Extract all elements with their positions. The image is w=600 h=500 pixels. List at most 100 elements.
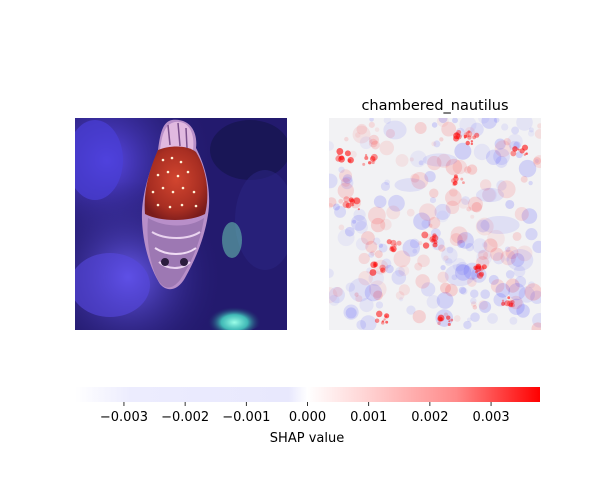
shap-pixel-cluster — [470, 289, 479, 298]
shap-pixel-cluster — [339, 169, 353, 183]
shap-pixel-cluster — [344, 136, 349, 142]
shap-pixel-cluster — [525, 228, 538, 241]
shap-pixel-cluster — [380, 181, 391, 191]
shap-heatmap — [329, 118, 541, 330]
shap-pixel-cluster — [384, 179, 390, 186]
shap-pixel-cluster — [379, 140, 395, 156]
shap-positive-pixel — [375, 310, 383, 318]
shap-positive-pixel — [465, 130, 473, 138]
shap-pixel-cluster — [345, 282, 356, 292]
shap-pixel-cluster — [438, 244, 446, 252]
shap-pixel-cluster — [467, 277, 477, 287]
shap-pixel-cluster — [421, 219, 431, 229]
shap-pixel-cluster — [457, 239, 466, 249]
shap-pixel-cluster — [356, 319, 367, 330]
shap-pixel-cluster — [329, 197, 337, 208]
shap-positive-pixel — [432, 233, 437, 238]
shap-pixel-cluster — [441, 121, 457, 137]
shap-pixel-cluster — [508, 283, 526, 301]
shap-pixel-cluster — [471, 202, 482, 213]
shap-pixel-cluster — [482, 187, 497, 203]
shap-pixel-cluster — [511, 126, 520, 135]
shap-pixel-cluster — [427, 155, 442, 171]
shap-pixel-cluster — [436, 118, 449, 127]
shap-positive-pixel — [512, 146, 518, 152]
shap-pixel-cluster — [470, 301, 477, 307]
shap-pixel-cluster — [464, 126, 476, 138]
shap-positive-pixel — [357, 208, 360, 211]
shap-pixel-cluster — [514, 276, 527, 288]
shap-positive-pixel — [452, 180, 458, 186]
shap-pixel-cluster — [465, 242, 474, 252]
shap-pixel-cluster — [467, 196, 483, 212]
shap-positive-pixel — [380, 321, 385, 325]
shap-pixel-cluster — [406, 305, 416, 315]
colorbar-label: SHAP value — [270, 431, 344, 446]
shap-positive-pixel — [501, 301, 506, 306]
shap-pixel-cluster — [492, 252, 505, 265]
shap-positive-pixel — [517, 148, 520, 151]
shap-pixel-cluster — [329, 287, 345, 304]
shap-pixel-cluster — [479, 179, 492, 191]
shap-pixel-cluster — [530, 290, 541, 305]
shap-pixel-cluster — [512, 232, 522, 241]
shap-pixel-cluster — [436, 292, 454, 309]
shap-positive-pixel — [460, 177, 464, 181]
shap-pixel-cluster — [415, 274, 430, 289]
shap-pixel-cluster — [533, 157, 541, 165]
shap-pixel-cluster — [406, 208, 415, 217]
shap-positive-pixel — [448, 320, 451, 323]
shap-pixel-cluster — [464, 166, 472, 174]
shap-positive-pixel — [437, 321, 441, 326]
shap-pixel-cluster — [399, 297, 404, 302]
shap-positive-pixel — [507, 296, 511, 300]
shap-pixel-cluster — [391, 270, 407, 285]
colorbar-tick-label: 0.001 — [350, 410, 387, 425]
shap-pixel-cluster — [445, 158, 463, 176]
shap-pixel-cluster — [437, 271, 449, 283]
shap-pixel-cluster — [495, 156, 508, 168]
shap-pixel-cluster — [378, 243, 384, 248]
shap-positive-pixel — [446, 315, 451, 320]
shap-pixel-cluster — [412, 309, 426, 324]
shap-pixel-cluster — [458, 286, 467, 294]
shap-pixel-cluster — [414, 122, 427, 134]
shap-positive-pixel — [336, 147, 344, 155]
shap-pixel-cluster — [533, 155, 541, 169]
shap-positive-pixel — [473, 265, 478, 270]
shap-positive-pixel — [344, 150, 351, 157]
shap-pixel-cluster — [493, 118, 500, 123]
shap-positive-pixel — [437, 316, 443, 322]
shap-negative-region — [506, 249, 534, 271]
shap-pixel-cluster — [458, 198, 469, 209]
shap-negative-region — [444, 263, 476, 287]
shap-positive-pixel — [475, 270, 478, 274]
shap-pixel-cluster — [412, 248, 418, 254]
shap-pixel-cluster — [495, 283, 511, 298]
shap-negative-region — [480, 215, 520, 235]
shap-pixel-cluster — [521, 208, 538, 224]
shap-negative-region — [422, 153, 458, 167]
colorbar-tick-label: −0.002 — [161, 410, 209, 425]
shap-positive-pixel — [343, 196, 350, 203]
shap-pixel-cluster — [395, 291, 405, 300]
shap-pixel-cluster — [338, 198, 344, 204]
shap-pixel-cluster — [520, 175, 528, 183]
shap-positive-pixel — [339, 155, 345, 161]
shap-pixel-cluster — [528, 180, 533, 186]
shap-pixel-cluster — [463, 320, 472, 330]
shap-pixel-cluster — [369, 118, 374, 122]
shap-positive-pixel — [478, 271, 485, 277]
shap-positive-pixel — [437, 314, 445, 322]
shap-panel-title: chambered_nautilus — [361, 98, 508, 114]
shap-pixel-cluster — [418, 241, 423, 246]
shap-pixel-cluster — [496, 180, 507, 191]
shap-positive-pixel — [364, 155, 369, 160]
shap-pixel-cluster — [374, 127, 380, 132]
shap-positive-pixel — [450, 318, 454, 322]
shap-pixel-cluster — [505, 199, 515, 209]
shap-positive-pixel — [390, 239, 397, 246]
shap-positive-pixel — [390, 245, 397, 252]
shap-positive-pixel — [456, 129, 462, 135]
shap-positive-pixel — [373, 261, 377, 265]
